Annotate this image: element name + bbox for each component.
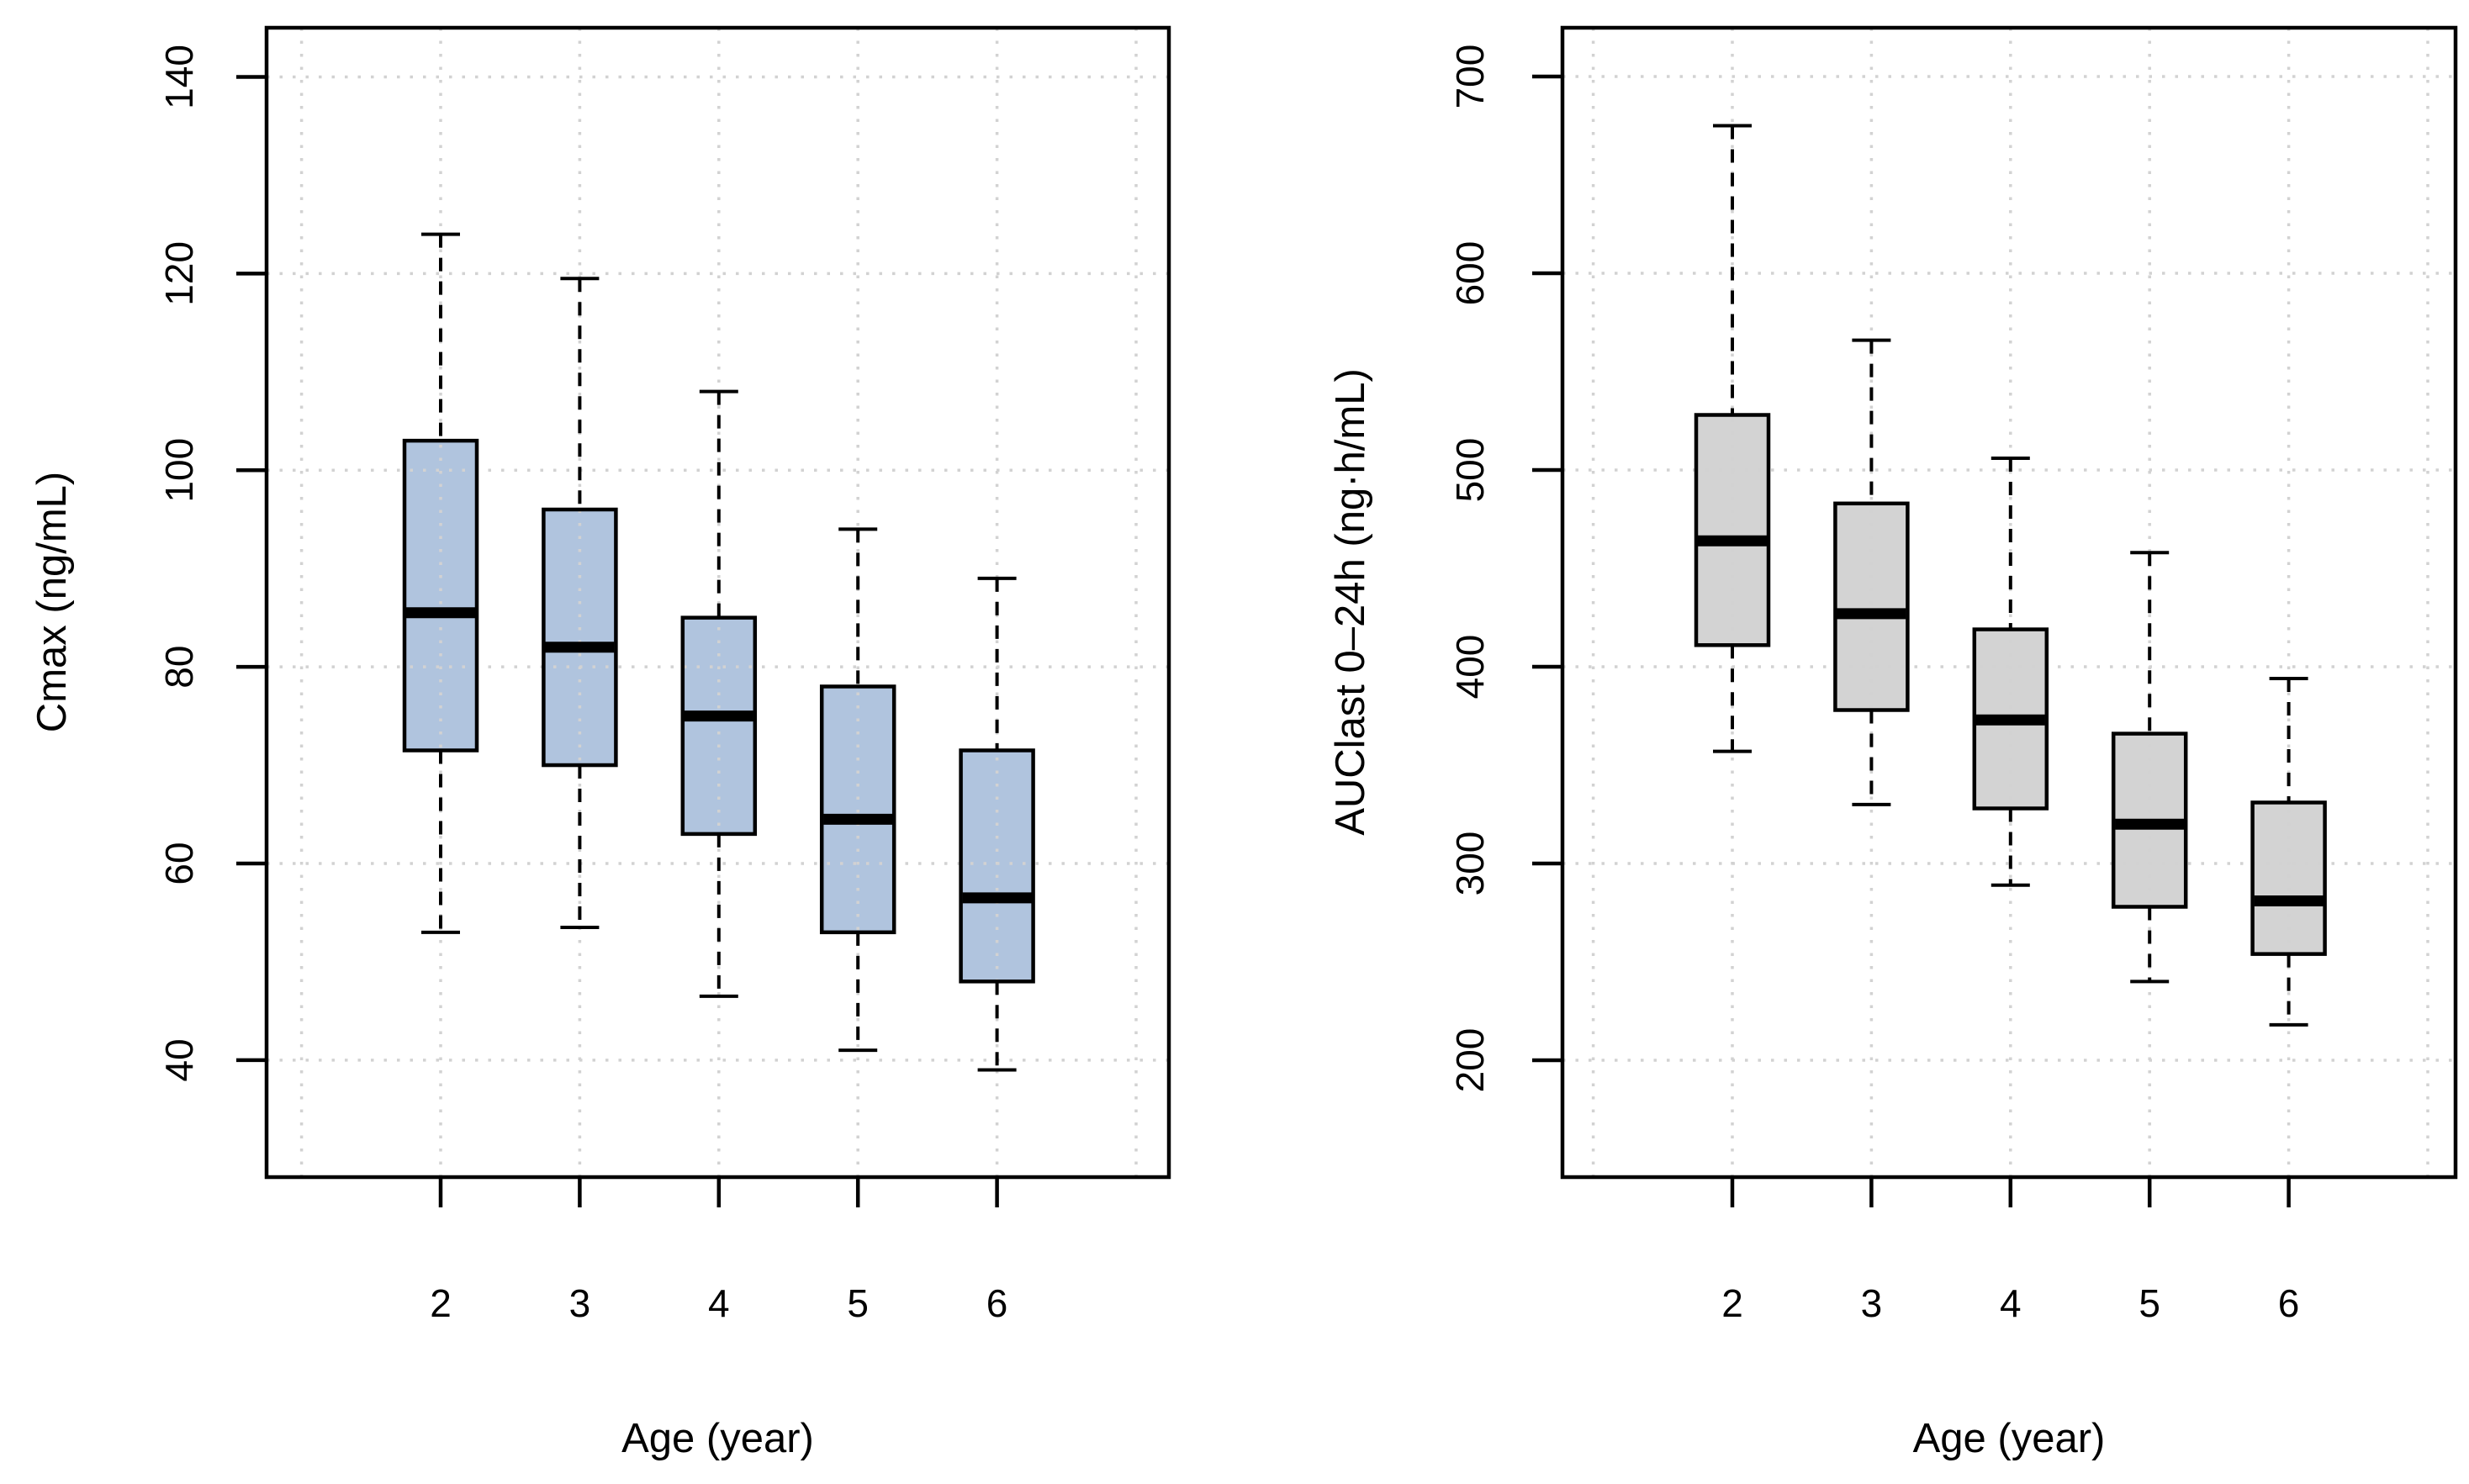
x-axis-title: Age (year) — [1913, 1416, 2106, 1461]
y-tick-label: 100 — [157, 438, 201, 503]
box-fill-age-2 — [404, 441, 477, 751]
x-tick-label: 2 — [430, 1281, 452, 1325]
x-tick-label: 2 — [1721, 1281, 1743, 1325]
x-tick-label: 3 — [569, 1281, 591, 1325]
box-fill-age-3 — [543, 509, 616, 766]
box-outline-age-2 — [402, 438, 479, 753]
auclast-boxplot-panel: 200 300 400 500 600 700 2 3 4 5 6 AUClast 0–24h (ng… — [1328, 25, 2458, 1461]
box-outline-age-3 — [1833, 501, 1910, 712]
y-tick-label: 140 — [157, 45, 201, 109]
box-outline-age-4 — [680, 615, 758, 837]
x-tick-label: 6 — [2278, 1281, 2300, 1325]
box-outline-age-3 — [542, 507, 618, 768]
cmax-boxplot-panel: 40 60 80 100 120 140 2 3 4 5 6 Cmax (ng/mL) Age (yea… — [29, 25, 1171, 1461]
y-tick-label: 600 — [1448, 241, 1492, 306]
y-tick-label: 60 — [157, 842, 201, 885]
y-tick-label: 400 — [1448, 635, 1492, 700]
y-tick-label: 120 — [157, 241, 201, 306]
x-axis-title: Age (year) — [621, 1416, 814, 1461]
x-tick-label: 4 — [708, 1281, 730, 1325]
box-outline-age-2 — [1694, 413, 1771, 647]
y-tick-label: 80 — [157, 646, 201, 689]
x-tick-label: 4 — [2000, 1281, 2022, 1325]
box-fill-age-2 — [1696, 415, 1768, 646]
box-fill-age-3 — [1835, 503, 1908, 710]
x-tick-label: 3 — [1861, 1281, 1883, 1325]
box-fill-age-5 — [822, 686, 895, 932]
y-tick-label: 200 — [1448, 1028, 1492, 1093]
x-tick-label: 5 — [847, 1281, 869, 1325]
y-tick-label: 40 — [157, 1038, 201, 1081]
box-outline-age-6 — [959, 748, 1035, 984]
box-fill-age-4 — [682, 617, 755, 834]
box-outline-age-4 — [1972, 627, 2049, 811]
y-axis-title: AUClast 0–24h (ng·h/mL) — [1328, 368, 1373, 836]
box-outline-age-5 — [2111, 731, 2188, 909]
y-tick-label: 500 — [1448, 438, 1492, 503]
box-outline-age-6 — [2250, 800, 2327, 956]
x-tick-label: 6 — [986, 1281, 1008, 1325]
box-outline-age-5 — [819, 684, 896, 935]
x-tick-label: 5 — [2139, 1281, 2160, 1325]
y-axis-title: Cmax (ng/mL) — [29, 472, 75, 732]
y-tick-label: 300 — [1448, 832, 1492, 896]
y-tick-label: 700 — [1448, 45, 1492, 109]
